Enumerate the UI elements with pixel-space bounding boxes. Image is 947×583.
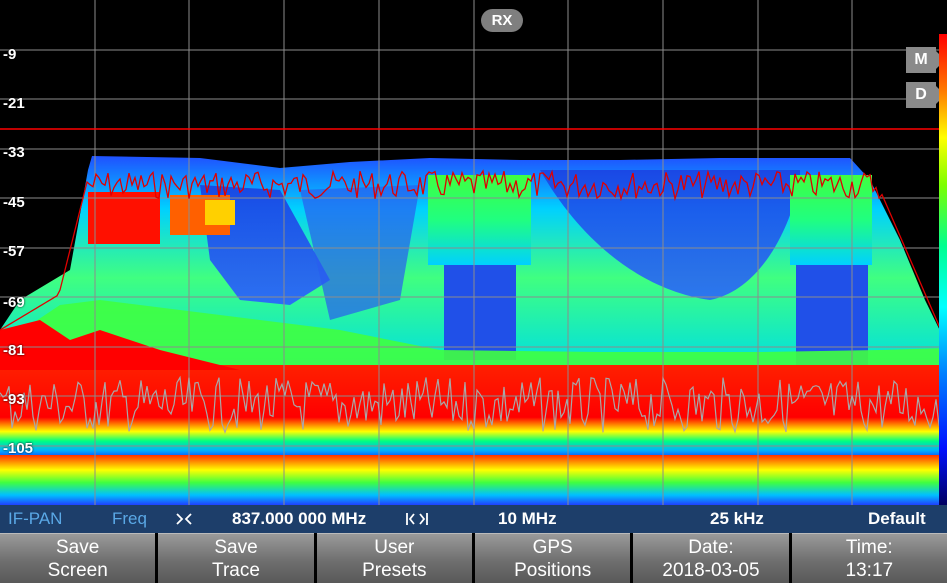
level-label: -9 [3, 46, 17, 63]
span-icon [406, 511, 428, 531]
softkey-label: Trace [212, 560, 260, 581]
rx-badge: RX [481, 9, 523, 32]
softkey-label: Presets [362, 560, 427, 581]
softkey-bar: Save Screen Save Trace User Presets GPS … [0, 533, 947, 583]
grid [0, 0, 947, 505]
status-bar: IF-PAN Freq 837.000 000 MHz 10 MHz 25 kH… [0, 505, 947, 533]
carrier-sub-2 [796, 265, 868, 365]
marker-m-button[interactable]: M [906, 47, 945, 73]
softkey-label: Positions [514, 560, 592, 581]
save-screen-button[interactable]: Save Screen [0, 533, 156, 583]
trough-mid [300, 185, 420, 320]
min-hold-trace [0, 375, 946, 434]
softkey-label: Screen [47, 560, 108, 581]
strong-signal-1 [88, 192, 160, 244]
gps-positions-button[interactable]: GPS Positions [474, 533, 631, 583]
level-label: -93 [3, 391, 25, 408]
spectrum-display[interactable]: -9 -21 -33 -45 -57 -69 -81 -93 -105 RX M… [0, 0, 947, 505]
color-scale-bar [939, 34, 947, 505]
mode-label: IF-PAN [8, 509, 63, 528]
strong-signal-3 [205, 200, 235, 225]
level-label: -69 [3, 294, 25, 311]
spectrum-plot [0, 0, 947, 505]
user-presets-button[interactable]: User Presets [316, 533, 472, 583]
softkey-label: Save [214, 537, 258, 558]
center-frequency-icon [176, 511, 192, 531]
save-trace-button[interactable]: Save Trace [158, 533, 314, 583]
softkey-label: Date: [688, 537, 734, 558]
max-hold-trace [0, 169, 946, 340]
marker-d-button[interactable]: D [906, 82, 945, 108]
level-label: -33 [3, 144, 25, 161]
softkey-label: User [374, 537, 415, 558]
level-label: -105 [3, 440, 34, 457]
level-label: -57 [3, 243, 25, 260]
span-value[interactable]: 10 MHz [498, 509, 557, 528]
level-label: -81 [3, 342, 25, 359]
param-label: Freq [112, 509, 147, 528]
preset-value[interactable]: Default [868, 509, 926, 528]
center-frequency-value[interactable]: 837.000 000 MHz [232, 509, 367, 528]
carrier-block-1 [428, 175, 531, 265]
softkey-label: 13:17 [845, 560, 894, 581]
level-label: -45 [3, 194, 25, 211]
carrier-sub-1 [444, 265, 516, 360]
time-button[interactable]: Time: 13:17 [791, 533, 947, 583]
softkey-label: GPS [532, 537, 573, 558]
level-label: -21 [3, 95, 25, 112]
softkey-label: Save [56, 537, 100, 558]
noise-floor-left [0, 320, 240, 370]
trough-center [540, 170, 800, 300]
step-value[interactable]: 25 kHz [710, 509, 764, 528]
softkey-label: 2018-03-05 [662, 560, 760, 581]
softkey-label: Time: [845, 537, 893, 558]
green-band [0, 300, 947, 380]
date-button[interactable]: Date: 2018-03-05 [633, 533, 789, 583]
